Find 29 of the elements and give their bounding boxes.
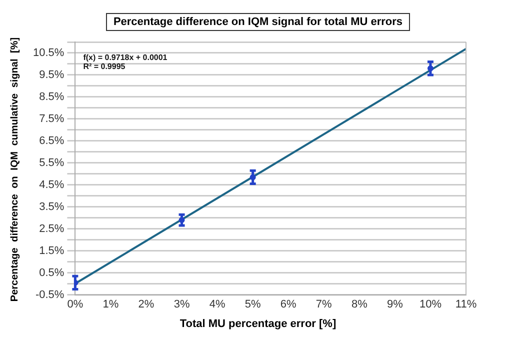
y-tick-label: 7.5% <box>39 112 64 125</box>
y-tick-label: 6.5% <box>39 134 64 147</box>
chart-title: Percentage difference on IQM signal for total MU errors <box>106 13 410 31</box>
y-tick-label: 3.5% <box>39 200 64 213</box>
annotation: f(x) = 0.9718x + 0.0001 <box>83 53 168 62</box>
x-tick-label: 9% <box>386 298 404 310</box>
x-tick-label: 8% <box>351 298 368 310</box>
y-tick-label: 5.5% <box>39 156 64 169</box>
y-tick-label: 9.5% <box>39 69 64 82</box>
y-tick-label: 2.5% <box>39 222 64 235</box>
y-tick-label: -0.5% <box>35 288 64 301</box>
x-tick-label: 1% <box>102 298 119 310</box>
annotation: R² = 0.9995 <box>83 62 126 72</box>
y-tick-label: 10.5% <box>32 47 64 60</box>
y-tick-label: 8.5% <box>39 90 64 103</box>
y-axis-title: Percentage difference on IQM cumulative signal [%] <box>10 36 20 304</box>
x-tick-label: 0% <box>67 298 84 310</box>
x-axis-title: Total MU percentage error [%] <box>178 318 338 330</box>
x-tick-label: 11% <box>455 298 477 310</box>
y-tick-label: 1.5% <box>39 244 64 257</box>
x-tick-label: 6% <box>280 298 297 310</box>
y-tick-label: 4.5% <box>39 178 64 191</box>
x-tick-label: 4% <box>209 298 226 310</box>
x-tick-label: 2% <box>138 298 154 310</box>
x-tick-label: 7% <box>316 298 332 310</box>
x-tick-label: 3% <box>174 298 190 310</box>
y-tick-label: 0.5% <box>39 266 64 279</box>
x-tick-label: 10% <box>419 298 442 310</box>
x-tick-label: 5% <box>244 298 261 310</box>
